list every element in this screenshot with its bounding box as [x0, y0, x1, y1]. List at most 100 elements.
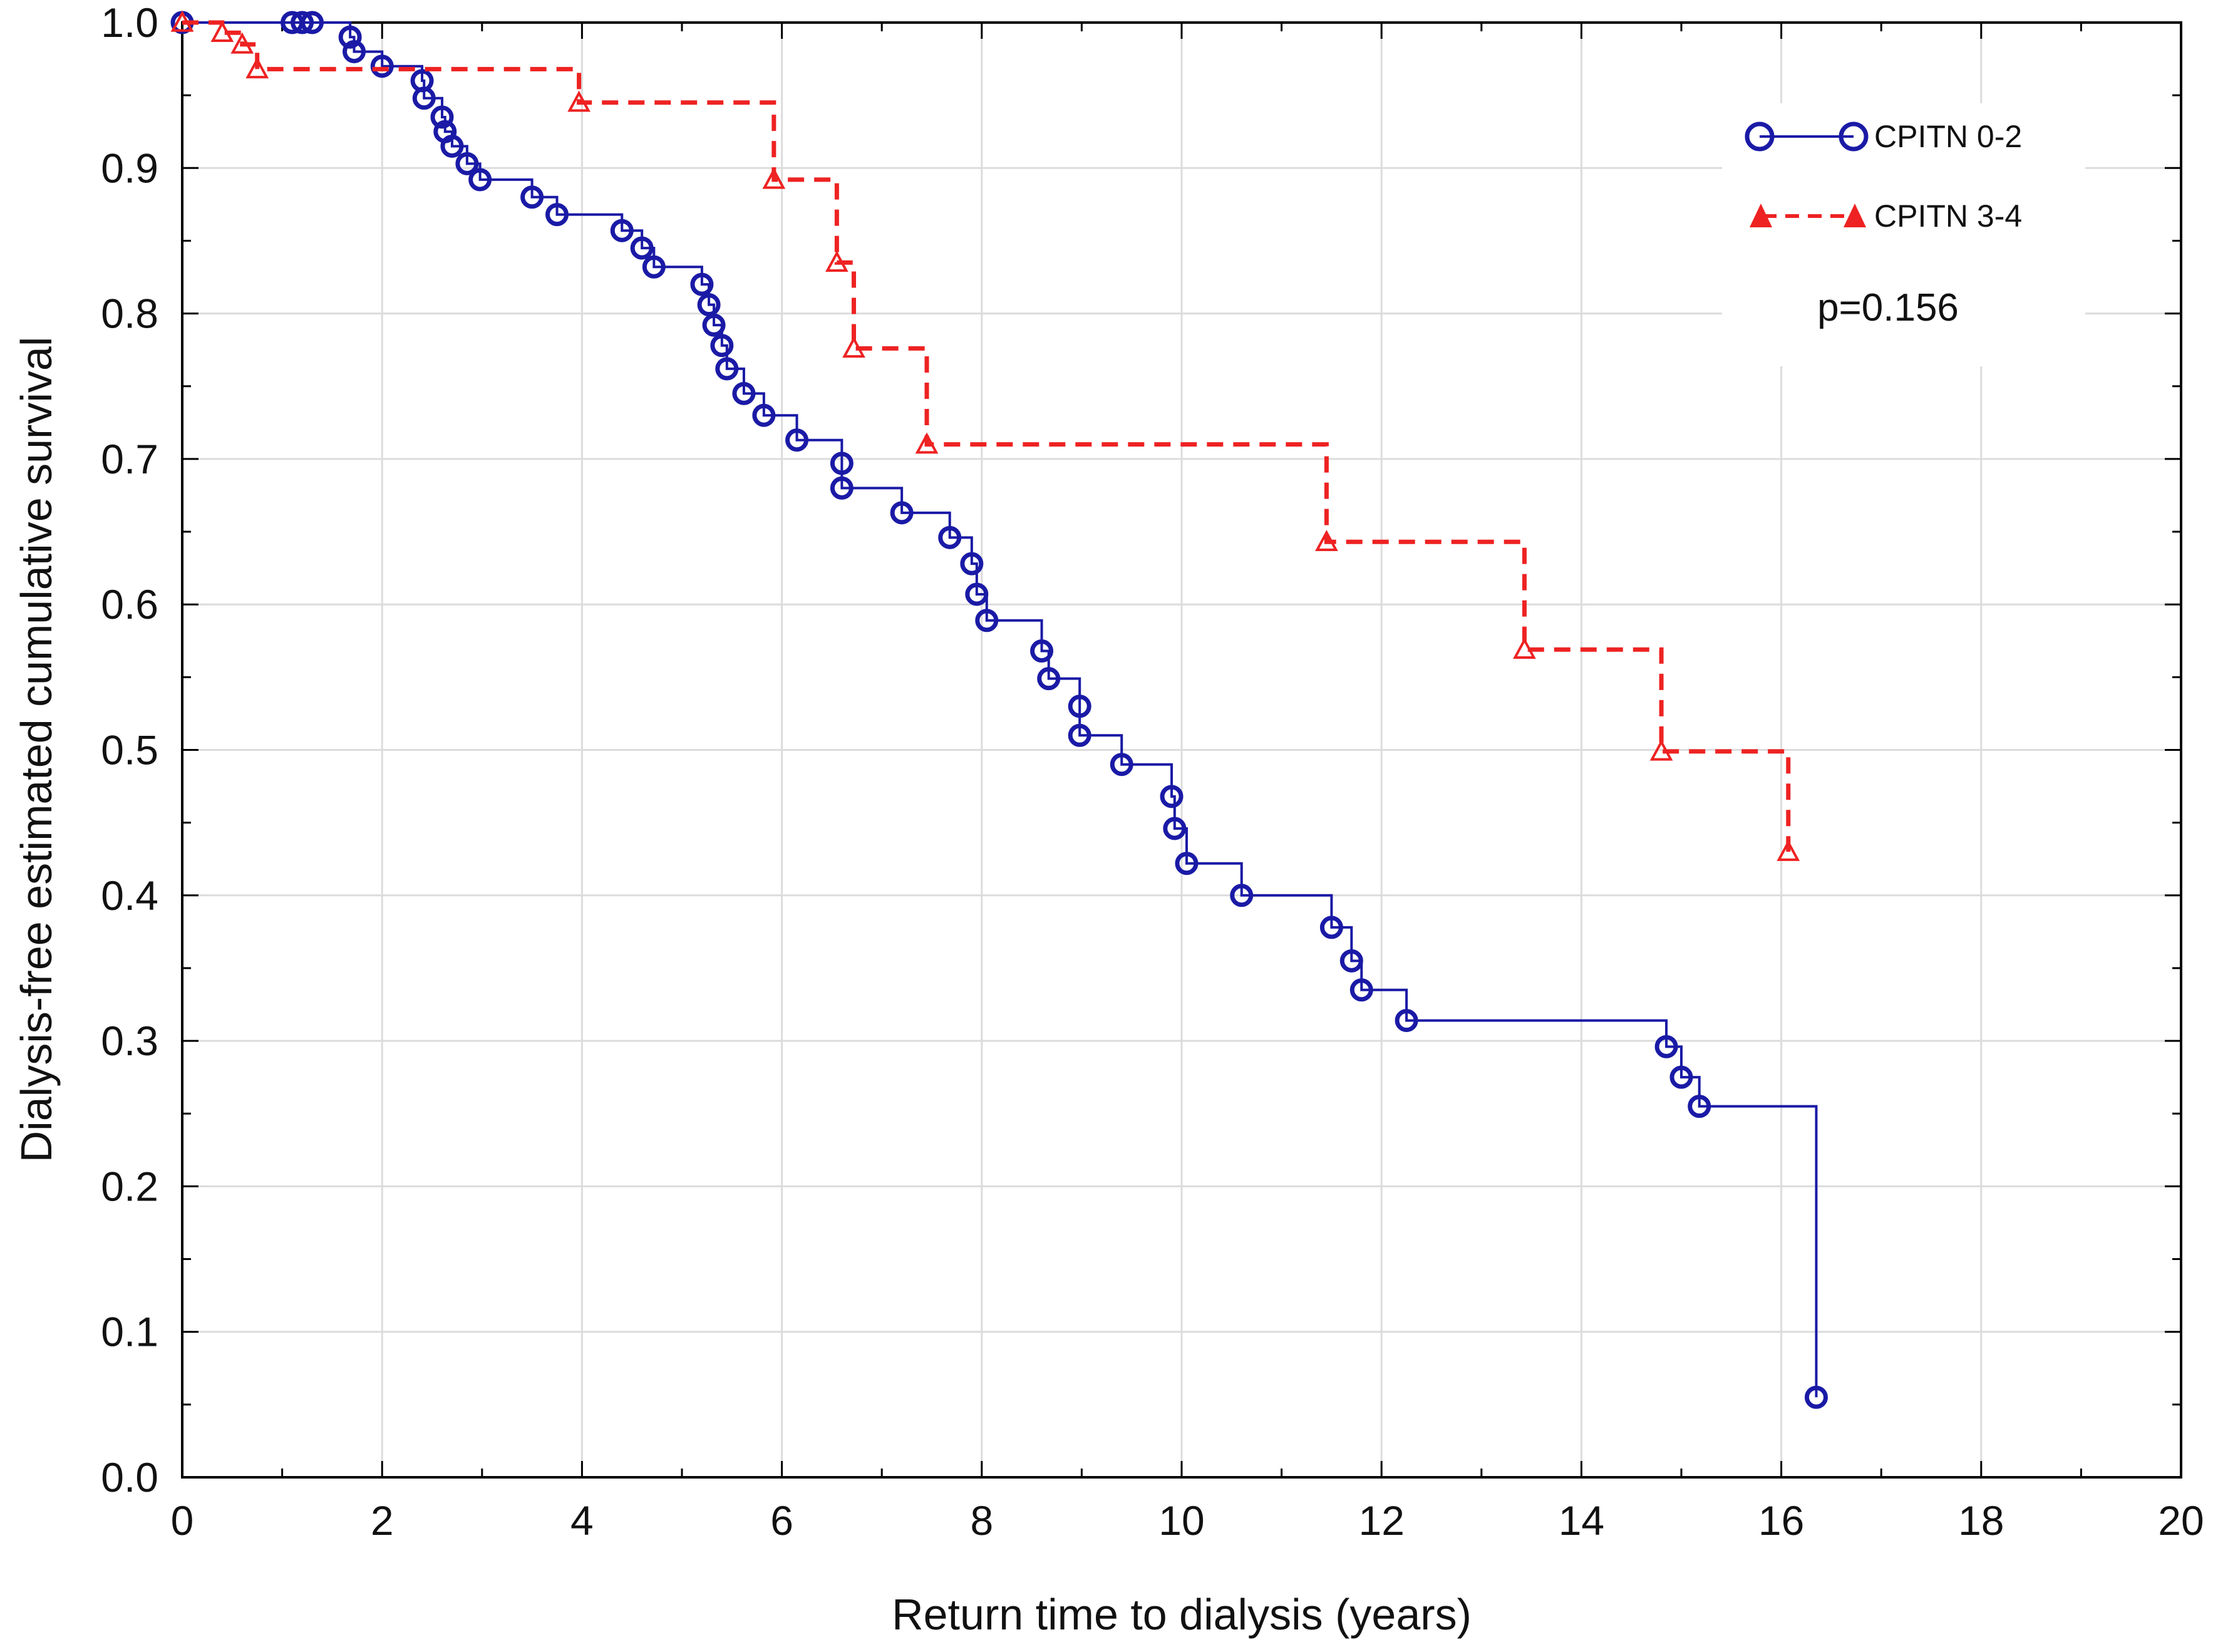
data-point-cpitn-0-2 [291, 11, 314, 34]
data-point-cpitn-0-2 [830, 452, 854, 475]
y-tick-label: 0.2 [101, 1163, 158, 1209]
x-tick-label: 6 [770, 1497, 793, 1544]
legend-marker-cpitn-0-2 [1745, 121, 1775, 152]
legend-marker-cpitn-0-2 [1839, 121, 1869, 152]
data-point-cpitn-0-2 [545, 203, 569, 227]
data-point-cpitn-0-2 [975, 609, 999, 632]
series-line-cpitn-3-4 [182, 20, 1791, 852]
y-tick-label: 0.9 [101, 145, 158, 191]
data-point-cpitn-0-2 [1804, 1385, 1828, 1409]
data-point-cpitn-0-2 [1669, 1065, 1693, 1089]
data-point-cpitn-0-2 [1688, 1095, 1711, 1118]
legend: CPITN 0-2 CPITN 3-4 p=0.156 [1722, 103, 2085, 366]
data-point-cpitn-0-2 [690, 272, 714, 296]
data-point-cpitn-0-2 [1175, 852, 1199, 875]
legend-label-cpitn-3-4: CPITN 3-4 [1874, 199, 2022, 234]
x-tick-label: 14 [1559, 1497, 1604, 1544]
y-tick-label: 0.5 [101, 727, 158, 773]
data-point-cpitn-0-2 [1110, 753, 1133, 777]
data-point-cpitn-0-2 [715, 357, 739, 381]
axis-ticks [181, 21, 2182, 1479]
x-tick-label: 10 [1158, 1497, 1204, 1544]
series-cpitn-0-2 [170, 11, 1828, 1409]
y-axis-tick-labels: 0.0 0.1 0.2 0.3 0.4 0.5 0.6 0.7 0.8 0.9 1.0 [101, 0, 158, 1500]
legend-marker-cpitn-3-4 [1750, 204, 1772, 227]
data-point-cpitn-0-2 [468, 168, 492, 192]
data-point-cpitn-3-4 [1777, 839, 1800, 861]
x-tick-label: 12 [1358, 1497, 1404, 1544]
data-point-cpitn-0-2 [1160, 785, 1184, 808]
data-point-cpitn-0-2 [1654, 1035, 1678, 1058]
series-cpitn-3-4 [170, 10, 1800, 861]
data-point-cpitn-0-2 [1068, 694, 1091, 718]
y-tick-label: 0.3 [101, 1018, 158, 1064]
data-point-cpitn-3-4 [1315, 530, 1338, 552]
data-point-cpitn-0-2 [338, 25, 362, 49]
y-tick-label: 0.6 [101, 581, 158, 627]
x-tick-label: 8 [970, 1497, 993, 1544]
data-point-cpitn-3-4 [170, 10, 194, 32]
p-value-annotation: p=0.156 [1817, 286, 1959, 329]
data-point-cpitn-0-2 [610, 219, 634, 242]
data-point-cpitn-0-2 [732, 381, 756, 405]
data-point-cpitn-0-2 [890, 501, 914, 525]
data-point-cpitn-0-2 [1319, 916, 1343, 939]
data-point-cpitn-0-2 [1349, 978, 1373, 1002]
data-point-cpitn-0-2 [710, 334, 734, 358]
data-point-cpitn-0-2 [630, 236, 654, 260]
data-point-cpitn-0-2 [343, 39, 366, 63]
data-point-cpitn-0-2 [1068, 723, 1091, 747]
x-tick-label: 4 [570, 1497, 594, 1544]
data-point-cpitn-3-4 [1513, 638, 1536, 659]
series-line-cpitn-0-2 [182, 21, 1818, 1398]
data-point-cpitn-3-4 [230, 32, 254, 54]
legend-label-cpitn-0-2: CPITN 0-2 [1874, 119, 2022, 154]
x-axis-title: Return time to dialysis (years) [892, 1590, 1472, 1639]
data-point-cpitn-0-2 [1037, 667, 1061, 691]
data-point-cpitn-0-2 [642, 255, 666, 279]
data-point-cpitn-3-4 [842, 336, 865, 358]
y-tick-label: 0.1 [101, 1309, 158, 1355]
data-point-cpitn-3-4 [567, 90, 591, 112]
data-point-cpitn-0-2 [1339, 949, 1363, 973]
y-tick-label: 1.0 [101, 0, 158, 46]
y-tick-label: 0.8 [101, 291, 158, 337]
data-point-cpitn-3-4 [825, 250, 849, 272]
data-point-cpitn-0-2 [1163, 817, 1187, 840]
data-point-cpitn-0-2 [785, 428, 809, 452]
x-tick-label: 20 [2158, 1497, 2204, 1544]
data-point-cpitn-0-2 [1395, 1009, 1418, 1033]
x-tick-label: 18 [1958, 1497, 2004, 1544]
data-point-cpitn-0-2 [1030, 639, 1054, 663]
data-point-cpitn-0-2 [960, 552, 984, 576]
data-point-cpitn-0-2 [752, 403, 776, 427]
data-point-cpitn-0-2 [430, 105, 454, 129]
x-axis-tick-labels: 0 2 4 6 8 10 12 14 16 18 20 [171, 1497, 2204, 1544]
data-point-cpitn-3-4 [245, 57, 269, 79]
y-tick-label: 0.0 [101, 1454, 158, 1500]
data-point-cpitn-0-2 [965, 582, 989, 606]
data-point-cpitn-0-2 [830, 476, 854, 500]
y-tick-label: 0.7 [101, 436, 158, 482]
series-layer [170, 10, 1828, 1409]
data-point-cpitn-0-2 [938, 525, 962, 549]
data-point-cpitn-0-2 [702, 313, 726, 337]
x-tick-label: 16 [1758, 1497, 1804, 1544]
y-axis-title: Dialysis-free estimated cumulative survi… [12, 337, 61, 1163]
data-point-cpitn-0-2 [455, 152, 479, 175]
x-tick-label: 2 [371, 1497, 394, 1544]
data-point-cpitn-0-2 [697, 293, 721, 317]
data-point-cpitn-0-2 [412, 86, 436, 110]
data-point-cpitn-0-2 [520, 185, 544, 209]
data-point-cpitn-0-2 [1230, 884, 1254, 907]
data-point-cpitn-3-4 [762, 167, 786, 189]
data-point-cpitn-0-2 [440, 134, 464, 158]
data-point-cpitn-3-4 [1649, 739, 1673, 761]
data-point-cpitn-3-4 [915, 432, 939, 454]
data-point-cpitn-0-2 [300, 11, 324, 34]
data-point-cpitn-3-4 [210, 21, 234, 43]
x-tick-label: 0 [171, 1497, 194, 1544]
y-tick-label: 0.4 [101, 872, 158, 919]
